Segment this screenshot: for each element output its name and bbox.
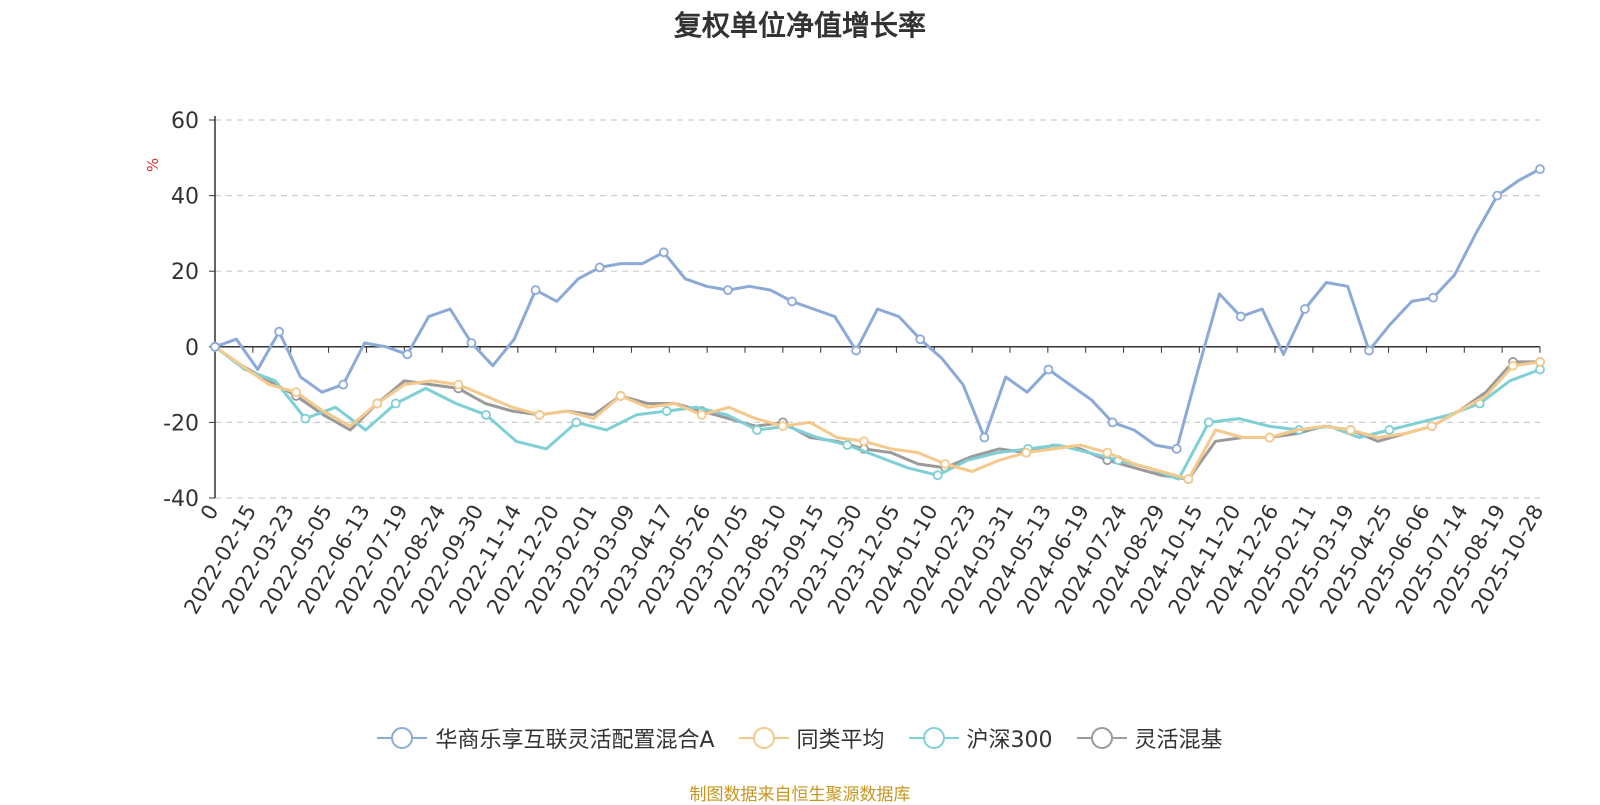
series-marker <box>1183 474 1194 485</box>
series-marker <box>851 345 862 356</box>
y-axis-label: % <box>144 158 162 172</box>
series-marker <box>777 421 788 432</box>
legend-label: 沪深300 <box>966 728 1053 753</box>
series-marker <box>571 417 582 428</box>
series-line <box>214 167 1541 451</box>
series-marker <box>1345 425 1356 435</box>
legend-circle <box>922 727 945 749</box>
y-tick-label: -20 <box>163 411 199 436</box>
legend-symbol <box>1076 727 1127 749</box>
series-line <box>214 345 1541 481</box>
source-note: 制图数据来自恒生聚源数据库 <box>689 785 911 805</box>
legend-circle <box>752 727 775 749</box>
series-marker <box>979 432 990 443</box>
series-marker <box>390 398 401 409</box>
series-marker <box>291 387 302 398</box>
series-marker <box>752 425 762 435</box>
series-marker <box>274 326 285 337</box>
series-marker <box>915 334 926 345</box>
series-marker <box>615 391 626 401</box>
series-marker <box>210 341 220 352</box>
series-marker <box>658 247 669 258</box>
legend-symbol <box>908 727 959 749</box>
series-marker <box>402 349 413 360</box>
series-marker <box>530 285 541 296</box>
series-marker <box>1107 417 1118 428</box>
legend-label: 同类平均 <box>796 728 885 753</box>
series-marker <box>300 413 311 424</box>
series-marker <box>940 459 951 469</box>
series-marker <box>1203 417 1214 428</box>
series-line <box>214 345 1540 481</box>
series-marker <box>372 398 383 409</box>
series-marker <box>1171 443 1182 454</box>
series-marker <box>723 285 733 296</box>
legend-item[interactable]: 华商乐享互联灵活配置混合A <box>377 722 715 754</box>
y-tick-label: 40 <box>171 185 199 210</box>
series-marker <box>1535 357 1545 367</box>
series-marker <box>932 470 943 481</box>
series-marker <box>1300 304 1310 314</box>
series-marker <box>1364 345 1374 356</box>
series-marker <box>1535 164 1545 175</box>
series-marker <box>594 262 605 273</box>
series-marker <box>1492 190 1503 201</box>
series-marker <box>1102 447 1113 458</box>
y-tick-label: 0 <box>185 336 199 361</box>
series-marker <box>1264 432 1275 443</box>
series-marker <box>338 379 349 390</box>
series-marker <box>466 338 477 348</box>
legend: 华商乐享互联灵活配置混合A 同类平均 沪深300 灵活混基 <box>0 722 1600 754</box>
legend-symbol <box>738 727 789 749</box>
legend-item[interactable]: 同类平均 <box>738 722 885 754</box>
series-marker <box>842 440 853 450</box>
series-marker <box>453 379 464 390</box>
series-line <box>214 345 1541 481</box>
series-marker <box>696 409 707 420</box>
x-tick-label: 0 <box>196 501 223 525</box>
chart-title: 复权单位净值增长率 <box>673 9 926 42</box>
series-marker <box>1428 292 1439 303</box>
axes <box>209 116 1541 499</box>
legend-circle <box>391 727 414 749</box>
legend-symbol <box>377 727 428 749</box>
series-marker <box>661 406 672 416</box>
series-marker <box>1508 360 1518 371</box>
series-marker <box>1021 447 1032 458</box>
series-marker <box>481 409 491 420</box>
series-marker <box>1384 425 1395 435</box>
series-marker <box>1235 311 1246 322</box>
legend-item[interactable]: 灵活混基 <box>1076 722 1223 754</box>
grid-lines <box>215 119 1540 499</box>
series-marker <box>1043 364 1054 375</box>
series-marker <box>1426 421 1437 432</box>
legend-circle <box>1090 727 1113 749</box>
y-tick-label: -40 <box>163 487 199 512</box>
series-lines <box>210 164 1545 485</box>
series-marker <box>534 409 545 420</box>
series-marker <box>859 436 869 447</box>
y-tick-label: 20 <box>171 260 199 285</box>
legend-label: 灵活混基 <box>1134 728 1223 753</box>
legend-label: 华商乐享互联灵活配置混合A <box>435 728 715 753</box>
series-marker <box>787 296 797 307</box>
y-tick-label: 60 <box>171 109 199 134</box>
legend-item[interactable]: 沪深300 <box>908 722 1053 754</box>
